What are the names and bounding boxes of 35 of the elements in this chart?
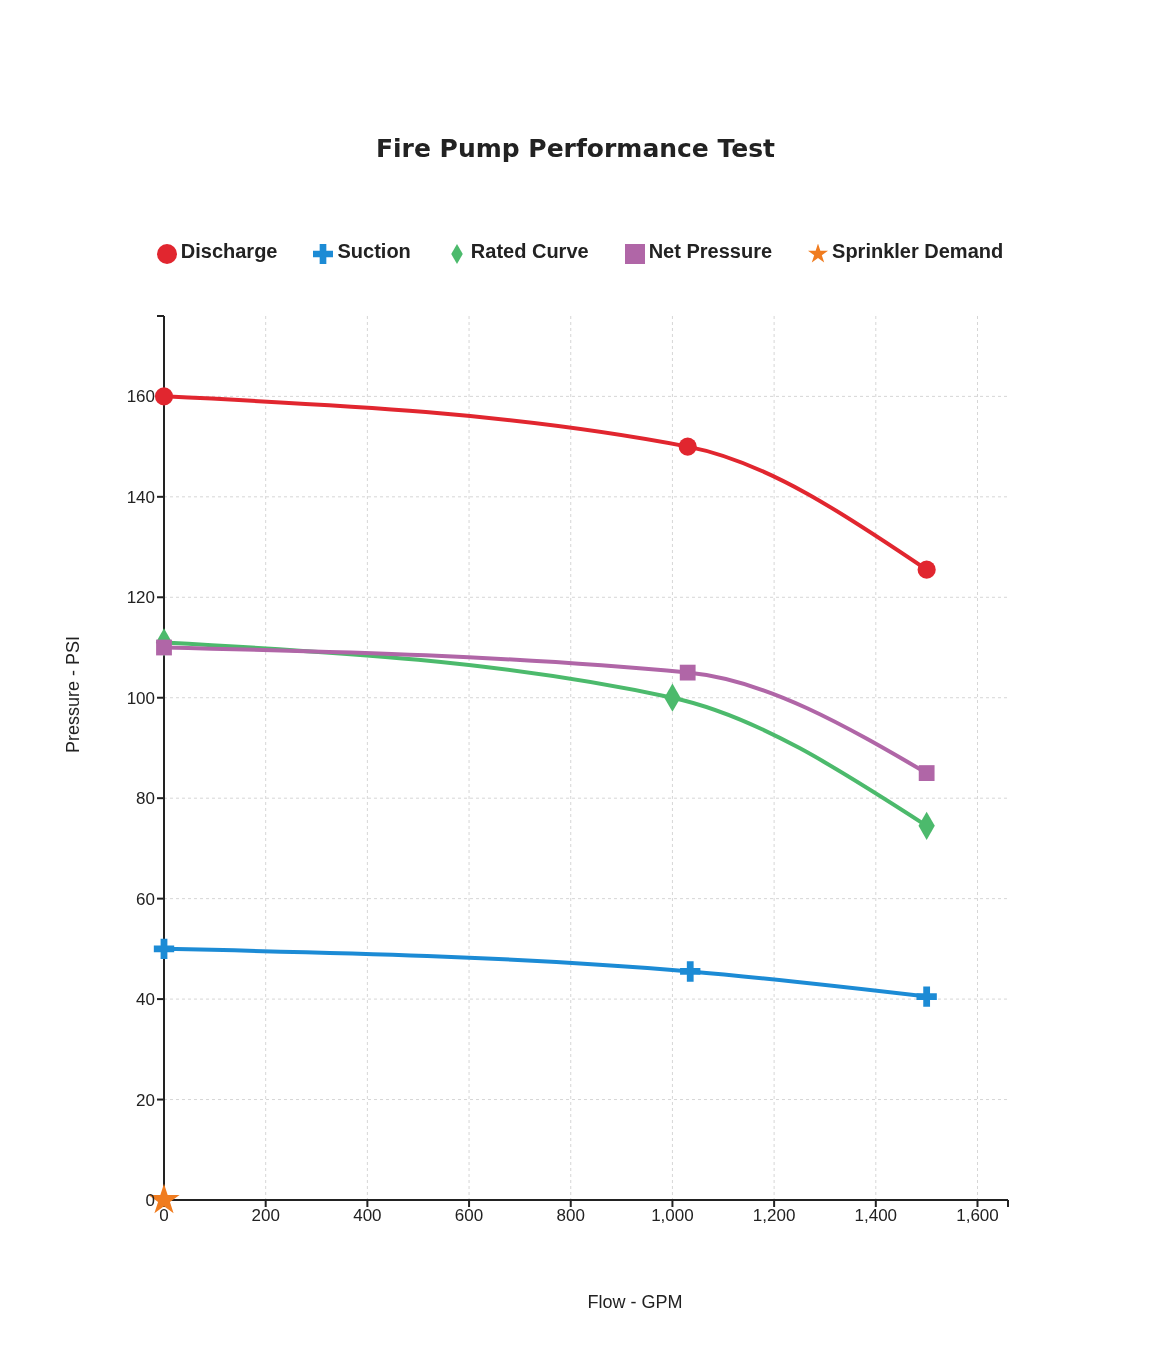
- y-axis-title: Pressure - PSI: [62, 635, 84, 756]
- point: [678, 437, 697, 456]
- point: [918, 765, 935, 781]
- point: [680, 961, 701, 982]
- point: [156, 639, 172, 656]
- y-tick-label: 100: [126, 688, 155, 708]
- x-tick-label: 0: [159, 1206, 169, 1226]
- chart-title: Fire Pump Performance Test: [374, 134, 777, 163]
- point: [153, 938, 175, 960]
- legend-label: Net Pressure: [648, 240, 773, 262]
- x-tick-label: 1,600: [956, 1206, 999, 1226]
- legend-label: Sprinkler Demand: [832, 240, 1004, 262]
- x-tick-label: 400: [353, 1206, 382, 1226]
- y-tick-label: 60: [136, 889, 155, 909]
- point: [679, 664, 696, 681]
- y-tick-label: 80: [136, 789, 155, 809]
- y-tick-label: 120: [126, 588, 155, 608]
- y-tick-label: 20: [136, 1090, 155, 1110]
- x-tick-label: 200: [251, 1206, 280, 1226]
- x-tick-label: 1,400: [854, 1206, 898, 1226]
- x-tick-label: 800: [556, 1206, 585, 1226]
- legend-label: Discharge: [180, 240, 278, 262]
- y-tick-label: 160: [126, 387, 155, 407]
- legend-label: Rated Curve: [470, 240, 589, 262]
- x-tick-label: 1,200: [752, 1206, 796, 1226]
- point: [917, 560, 936, 579]
- point: [916, 986, 937, 1007]
- x-tick-label: 1,000: [651, 1206, 694, 1226]
- y-tick-label: 140: [126, 487, 155, 507]
- y-tick-label: 40: [136, 990, 155, 1010]
- x-axis-title: Flow - GPM: [586, 1292, 684, 1313]
- legend-label: Suction: [337, 240, 411, 262]
- y-tick-label: 0: [145, 1191, 155, 1211]
- point: [154, 387, 174, 406]
- x-tick-label: 600: [454, 1206, 484, 1226]
